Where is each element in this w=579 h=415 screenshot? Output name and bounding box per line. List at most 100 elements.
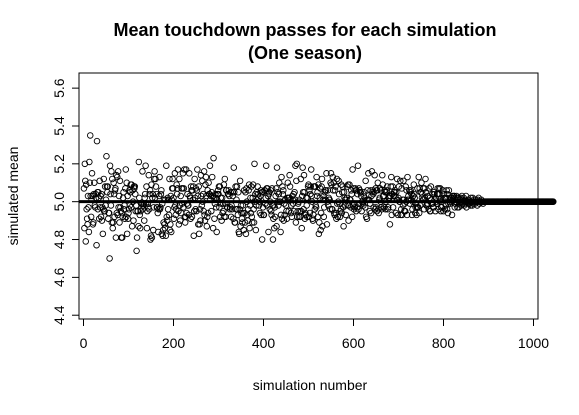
- data-point: [256, 209, 264, 217]
- data-point: [270, 215, 277, 222]
- data-point: [394, 211, 402, 219]
- data-point: [302, 211, 310, 219]
- data-point: [326, 205, 334, 213]
- data-point: [444, 209, 452, 217]
- data-point: [317, 226, 324, 234]
- data-point: [362, 177, 369, 185]
- y-axis: 4.4 4.6 4.8 5.0 5.2 5.4 5.6: [51, 78, 79, 325]
- data-point: [82, 181, 90, 188]
- data-point: [298, 224, 306, 232]
- data-point: [286, 171, 293, 179]
- data-point: [375, 205, 382, 213]
- data-point: [174, 185, 181, 192]
- data-point: [151, 168, 158, 175]
- data-point: [187, 215, 194, 222]
- data-point: [346, 181, 353, 188]
- x-tick-label: 0: [80, 335, 88, 351]
- data-point: [216, 204, 223, 211]
- data-point: [171, 170, 179, 177]
- data-point: [402, 207, 409, 215]
- data-point: [236, 177, 244, 185]
- data-point: [441, 205, 449, 213]
- data-point: [191, 175, 198, 183]
- data-point: [181, 166, 188, 173]
- data-point: [307, 190, 314, 198]
- data-point: [90, 219, 97, 226]
- data-point: [105, 209, 113, 217]
- data-point: [278, 173, 285, 181]
- data-point: [271, 204, 279, 211]
- data-point: [195, 183, 202, 190]
- data-point: [277, 211, 285, 219]
- data-point: [286, 183, 294, 190]
- data-point: [402, 183, 409, 190]
- data-point: [120, 188, 127, 196]
- data-point: [393, 175, 401, 183]
- data-point: [306, 209, 314, 217]
- y-tick-label: 4.8: [51, 230, 67, 250]
- data-point: [416, 185, 423, 192]
- data-point: [166, 175, 173, 183]
- data-point: [162, 232, 170, 239]
- data-point: [397, 177, 404, 185]
- data-point: [315, 230, 323, 238]
- data-point: [250, 219, 258, 226]
- data-point: [389, 204, 397, 211]
- data-point: [445, 187, 453, 194]
- data-point: [86, 158, 93, 166]
- data-point: [246, 224, 253, 232]
- data-point: [98, 217, 106, 224]
- data-point: [152, 175, 159, 183]
- data-point: [248, 183, 255, 190]
- data-point: [320, 213, 328, 221]
- data-point: [348, 213, 356, 221]
- data-point: [194, 166, 201, 173]
- data-point: [167, 221, 174, 228]
- data-point: [407, 187, 414, 194]
- data-point: [89, 192, 96, 200]
- data-point: [204, 209, 212, 217]
- data-point: [82, 238, 89, 245]
- data-point: [408, 190, 415, 198]
- data-point: [297, 175, 305, 183]
- data-point: [175, 221, 183, 228]
- data-point: [331, 187, 339, 194]
- data-point: [87, 213, 95, 221]
- data-point: [315, 181, 322, 188]
- data-point: [550, 198, 557, 205]
- data-point: [101, 183, 109, 190]
- data-point: [242, 230, 250, 238]
- data-point: [226, 192, 233, 200]
- data-point: [135, 223, 142, 230]
- data-point: [213, 228, 220, 236]
- x-tick-label: 200: [162, 335, 186, 351]
- data-point: [340, 223, 347, 230]
- data-point: [177, 192, 184, 200]
- data-point: [188, 213, 196, 221]
- y-tick-label: 5.4: [51, 116, 67, 136]
- data-point: [300, 205, 307, 213]
- data-point: [269, 236, 277, 243]
- data-point: [292, 162, 299, 169]
- data-point: [103, 153, 110, 160]
- data-point: [387, 192, 394, 200]
- data-point: [165, 211, 173, 219]
- data-point: [86, 132, 94, 139]
- data-point: [205, 179, 212, 186]
- data-point: [125, 209, 132, 217]
- data-point: [316, 219, 323, 226]
- data-point: [141, 190, 149, 198]
- data-point: [272, 192, 279, 200]
- data-point: [221, 175, 229, 183]
- data-point: [334, 213, 342, 221]
- data-point: [86, 179, 94, 186]
- data-point: [226, 204, 234, 211]
- data-point: [260, 211, 268, 219]
- data-point: [383, 187, 391, 194]
- data-point: [196, 221, 203, 228]
- data-point: [210, 154, 217, 162]
- data-point: [318, 175, 326, 183]
- data-point: [209, 224, 217, 232]
- data-point: [211, 215, 218, 222]
- data-point: [349, 166, 356, 173]
